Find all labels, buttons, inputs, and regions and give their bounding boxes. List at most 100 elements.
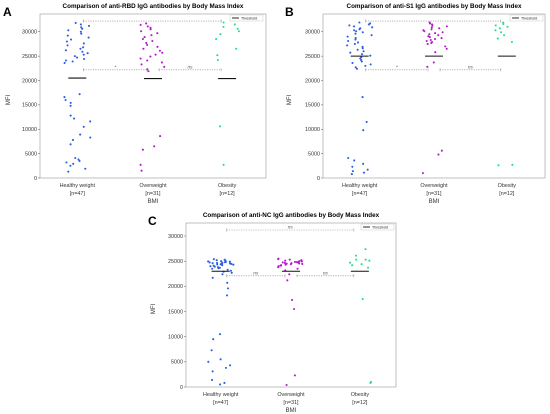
data-point [211,378,214,382]
data-point [140,169,143,172]
y-tick-label: 5000 [25,151,37,157]
data-point [430,28,433,31]
data-point [494,29,497,32]
data-point [277,266,280,269]
data-point [440,149,443,152]
data-point [434,51,437,54]
data-point [222,21,225,24]
legend: Threshold [360,223,395,231]
data-point [89,136,92,139]
data-point [292,307,296,311]
chart-title: Comparison of anti-NC IgG antibodies by … [203,212,380,219]
data-point [500,31,503,34]
data-point [279,264,282,267]
data-point [232,263,235,266]
y-tick-label: 0 [317,176,320,182]
data-point [153,145,156,148]
data-point [219,358,222,361]
data-point [70,38,73,41]
data-point [217,267,220,270]
data-point [355,30,358,33]
data-point [145,41,148,45]
data-point [367,23,370,26]
data-point [225,294,229,297]
chart-title: Comparison of anti-RBD IgG antibodies by… [63,3,244,10]
data-point [75,56,79,59]
data-point [277,258,280,261]
data-point [354,66,357,69]
significance-label: ns [288,225,294,230]
data-point [229,364,232,367]
y-axis-label: MFI [151,304,157,315]
y-tick-label: 20000 [305,78,320,84]
x-tick-label: Healthy weight [342,183,378,189]
legend: Threshold [229,14,264,22]
data-point [367,266,370,269]
data-point [429,22,432,25]
data-point [356,41,360,44]
data-point [425,39,428,43]
data-point [81,50,84,53]
x-tick-count: [n=47] [213,400,229,406]
data-point [215,259,218,262]
y-tick-label: 15000 [22,103,37,109]
data-point [218,125,221,128]
data-point [65,40,68,43]
data-point [429,38,432,42]
data-point [79,30,82,33]
data-point [300,260,303,263]
data-point [146,68,149,71]
data-point [219,33,222,36]
data-point [64,98,67,102]
legend-label: Threshold [521,16,537,20]
data-point [361,31,364,34]
data-point [349,51,352,54]
plot-frame [322,13,546,179]
data-point [63,96,66,99]
data-point [352,25,356,28]
data-point [156,45,159,48]
data-point [64,59,67,62]
data-point [498,27,501,30]
data-point [78,159,81,162]
data-point [503,34,506,37]
data-point [215,38,218,41]
data-point [360,60,363,63]
data-point [222,25,225,28]
y-tick-label: 0 [180,385,183,391]
data-point [351,61,354,64]
data-point [361,96,364,99]
data-point [210,349,213,352]
data-point [350,173,353,176]
data-point [368,259,371,262]
data-point [78,93,81,96]
data-point [226,268,229,271]
data-point [502,22,505,26]
x-tick-count: [n=47] [70,191,86,197]
y-axis-label: MFI [6,95,12,106]
data-point [222,163,225,166]
data-point [147,70,150,73]
data-point [301,262,304,266]
x-tick-count: [n=31] [426,191,442,197]
data-point [293,260,297,264]
data-point [230,271,233,274]
data-point [506,25,509,28]
y-tick-label: 30000 [305,30,320,36]
data-point [139,163,142,166]
data-point [224,366,227,369]
data-point [158,49,161,52]
data-point [353,42,356,45]
data-point [354,38,357,41]
data-point [86,52,89,55]
data-point [362,129,365,132]
data-point [72,117,76,120]
data-point [494,24,497,27]
legend-box [360,223,395,231]
data-point [288,273,291,276]
data-point [89,120,92,123]
data-point [140,30,143,33]
y-tick-label: 15000 [305,103,320,109]
data-point [69,104,72,107]
